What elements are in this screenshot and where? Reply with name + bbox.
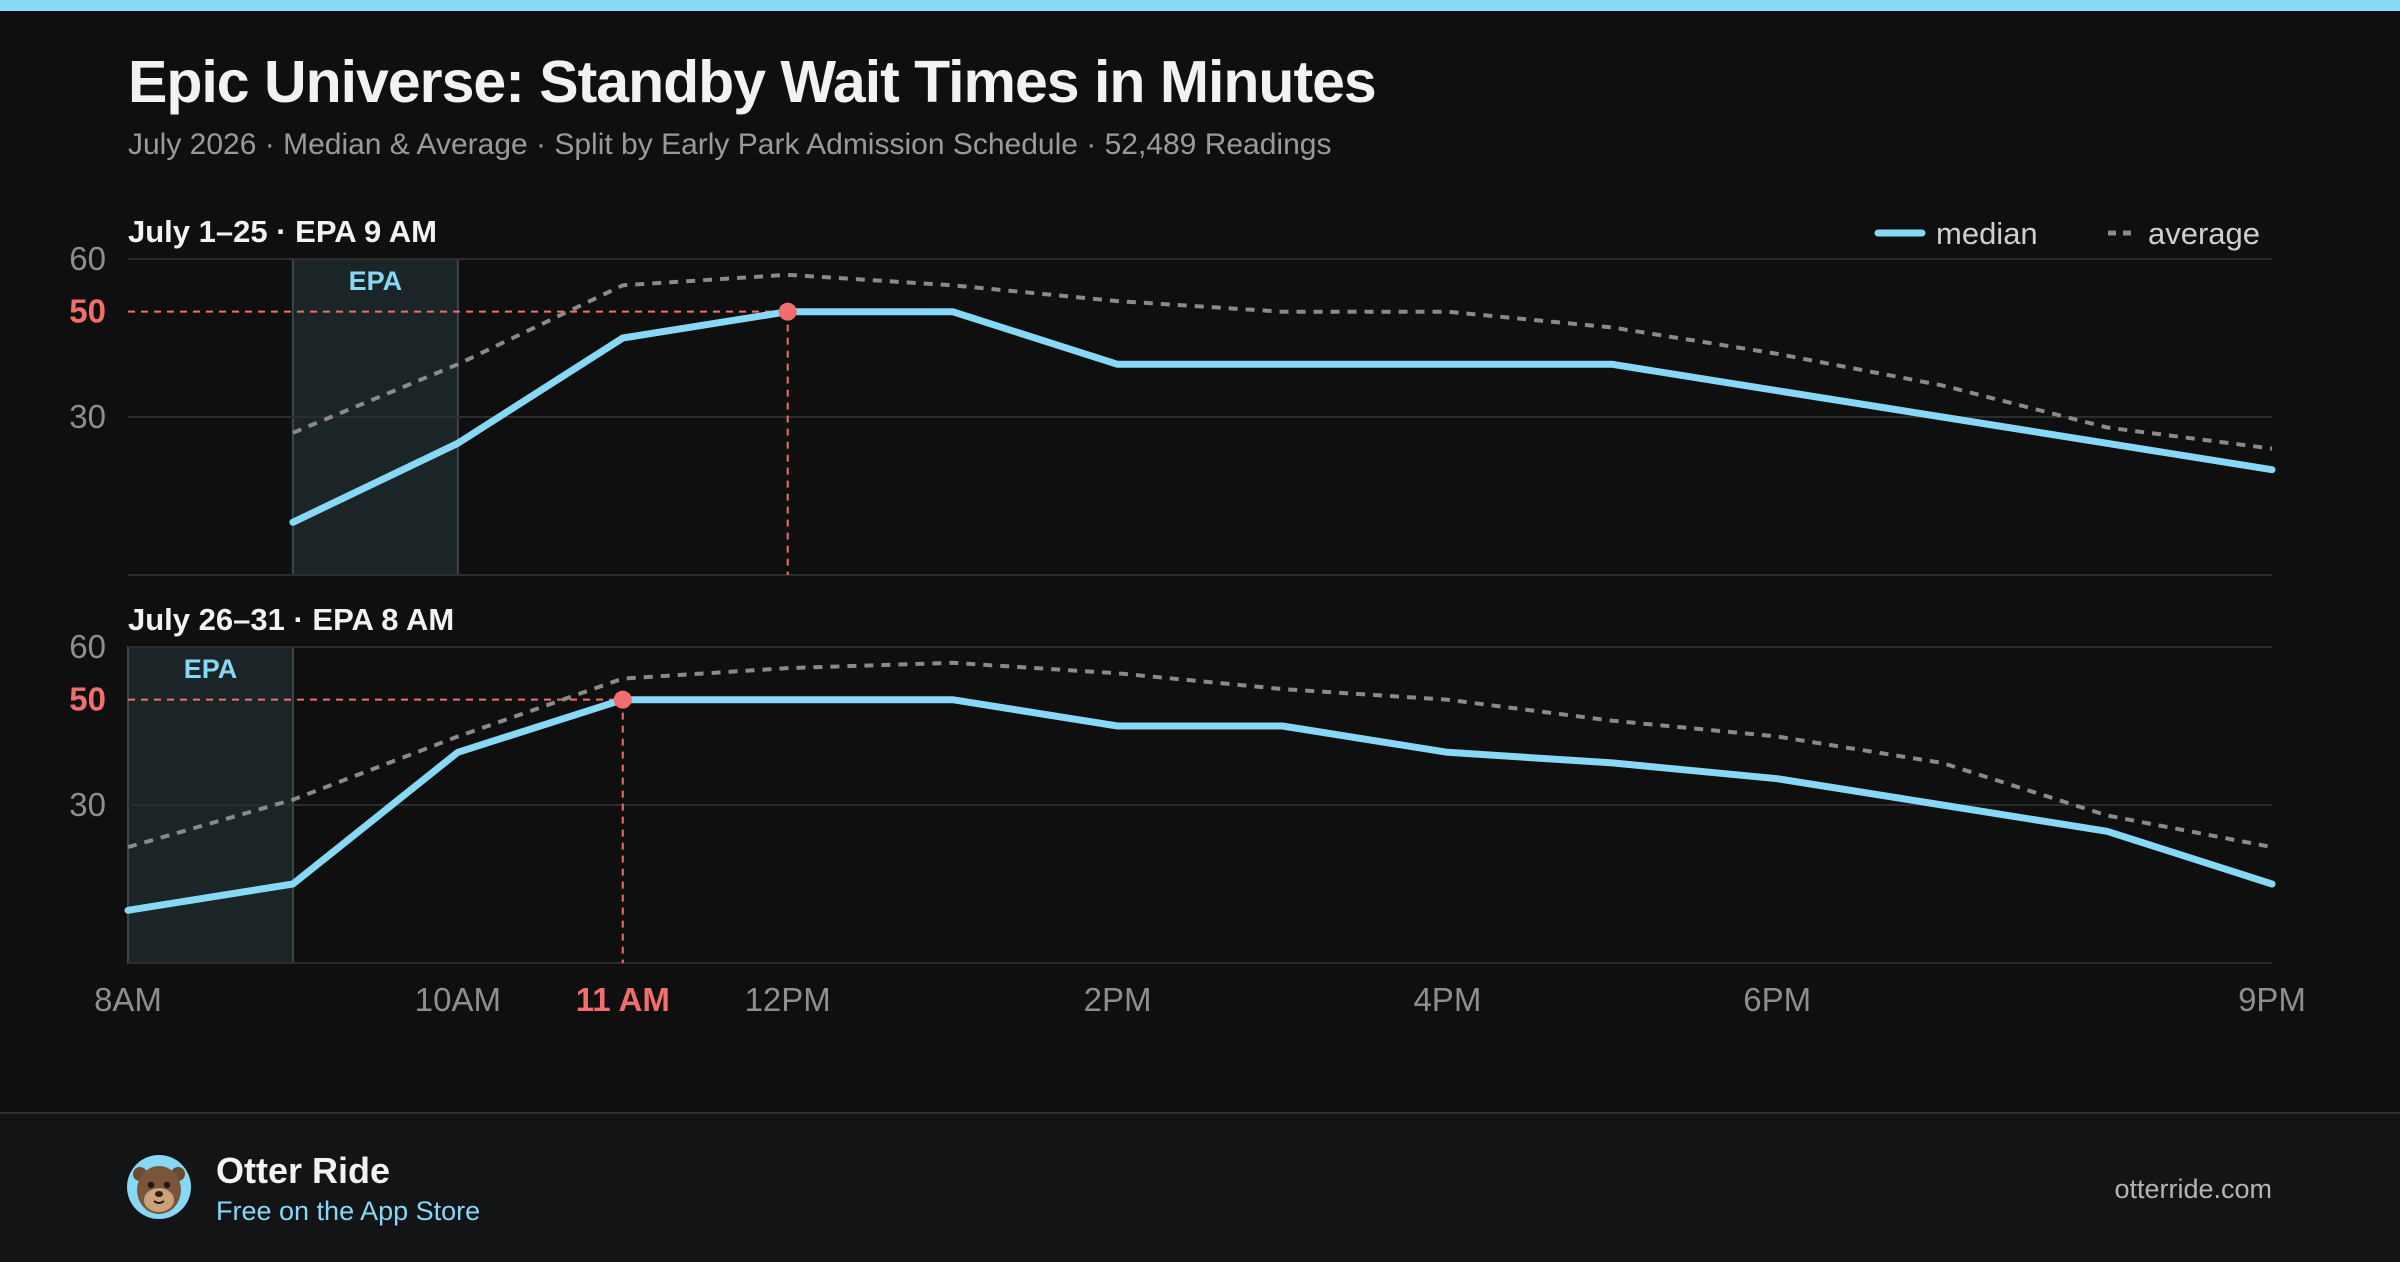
brand-name: Otter Ride [216, 1150, 391, 1191]
median-series-line [289, 308, 2276, 526]
y-tick-label: 30 [69, 786, 106, 823]
x-tick-label: 9PM [2238, 981, 2306, 1018]
x-tick-label: 12PM [745, 981, 831, 1018]
wait-times-chart: median average July 1–25 · EPA 9 AM EPA 60 50… [69, 214, 2306, 1018]
epa-label: EPA [184, 654, 238, 684]
panel-title: July 26–31 · EPA 8 AM [128, 602, 454, 637]
average-series-line [127, 660, 2273, 850]
app-store-link[interactable]: Free on the App Store [216, 1196, 481, 1226]
legend-median-label: median [1936, 216, 2038, 251]
y-tick-label: 60 [69, 628, 106, 665]
top-accent-bar [0, 0, 2400, 11]
y-tick-label: 60 [69, 240, 106, 277]
peak-marker [778, 302, 797, 321]
median-series-line [124, 696, 2276, 914]
chart-title: Epic Universe: Standby Wait Times in Min… [128, 49, 1377, 115]
x-tick-label: 2PM [1084, 981, 1152, 1018]
y-tick-label: 30 [69, 398, 106, 435]
x-tick-label: 6PM [1743, 981, 1811, 1018]
chart-subtitle: July 2026 · Median & Average · Split by … [128, 128, 1332, 161]
y-tick-label: 50 [69, 293, 106, 330]
peak-marker [613, 690, 632, 709]
x-tick-label: 4PM [1413, 981, 1481, 1018]
epa-label: EPA [349, 266, 403, 296]
legend: median average [1874, 216, 2260, 251]
x-tick-label: 10AM [415, 981, 501, 1018]
otter-icon [127, 1155, 191, 1219]
footer: Otter Ride Free on the App Store otterri… [0, 1112, 2400, 1262]
x-tick-label: 8AM [94, 981, 162, 1018]
website-link[interactable]: otterride.com [2114, 1174, 2272, 1204]
average-series-line [292, 272, 2273, 451]
panel-title: July 1–25 · EPA 9 AM [128, 214, 437, 249]
x-tick-label: 11 AM [576, 981, 670, 1018]
y-tick-label: 50 [69, 681, 106, 718]
legend-average-label: average [2148, 216, 2260, 251]
